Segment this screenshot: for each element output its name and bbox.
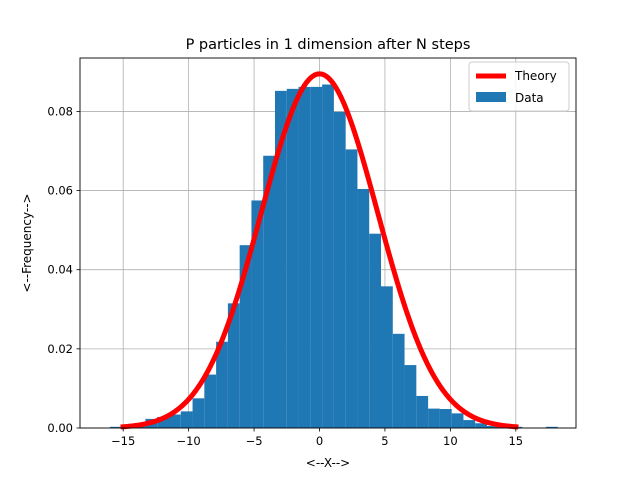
histogram-bar	[192, 398, 205, 428]
histogram-bar	[369, 233, 382, 428]
histogram-bar	[428, 408, 440, 428]
x-axis-ticks: −15 −10 −5 0 5 10 15	[111, 428, 523, 448]
histogram-bars	[110, 84, 558, 429]
histogram-bar	[227, 303, 240, 428]
y-axis-ticks: 0.00 0.02 0.04 0.06 0.08	[47, 104, 80, 435]
y-tick-label: 0.08	[47, 104, 73, 118]
y-tick-label: 0.06	[47, 184, 73, 198]
y-axis-label: <--Frequency-->	[20, 193, 34, 292]
histogram-bar	[286, 88, 299, 429]
histogram-bar	[545, 426, 558, 428]
histogram-bar	[180, 411, 193, 428]
legend-data-swatch	[476, 92, 506, 102]
legend-theory-label: Theory	[514, 69, 557, 83]
histogram-bar	[381, 286, 393, 428]
histogram-bar	[274, 90, 287, 429]
x-tick-label: 10	[443, 434, 458, 448]
histogram-bar	[451, 413, 464, 428]
y-tick-label: 0.04	[47, 263, 73, 277]
x-tick-label: −5	[246, 434, 263, 448]
histogram-bar	[263, 155, 275, 428]
histogram-bar	[345, 149, 358, 429]
histogram-bar	[204, 374, 217, 428]
x-axis-label: <--X-->	[306, 456, 350, 470]
histogram-bar	[298, 86, 311, 429]
histogram-bar	[463, 420, 476, 428]
x-tick-label: 0	[316, 434, 323, 448]
histogram-bar	[416, 395, 429, 428]
histogram-bar	[357, 188, 370, 428]
histogram-bar	[404, 365, 417, 428]
x-tick-label: −15	[111, 434, 135, 448]
legend-data-label: Data	[515, 91, 544, 105]
chart-title: P particles in 1 dimension after N steps	[186, 37, 471, 53]
histogram-bar	[251, 200, 264, 428]
histogram-bar	[487, 426, 499, 428]
histogram-bar	[333, 111, 346, 429]
x-tick-label: 15	[508, 434, 523, 448]
histogram-bar	[322, 84, 334, 428]
y-tick-label: 0.00	[47, 421, 73, 435]
histogram-bar	[216, 341, 228, 428]
x-tick-label: 5	[381, 434, 388, 448]
histogram-bar	[157, 416, 169, 428]
histogram-bar	[239, 245, 252, 428]
theory-curve	[119, 71, 520, 430]
histogram-bar	[439, 409, 452, 428]
legend: Theory Data	[468, 61, 570, 112]
theory-curve-group	[119, 71, 520, 430]
histogram-bar	[110, 426, 122, 428]
plot-frame	[79, 57, 577, 429]
histogram-bar	[310, 86, 323, 429]
x-tick-label: −10	[176, 434, 200, 448]
histogram-bar	[475, 423, 488, 428]
y-tick-label: 0.02	[47, 342, 73, 356]
histogram-bar	[392, 333, 405, 428]
histogram-bar	[168, 414, 181, 428]
